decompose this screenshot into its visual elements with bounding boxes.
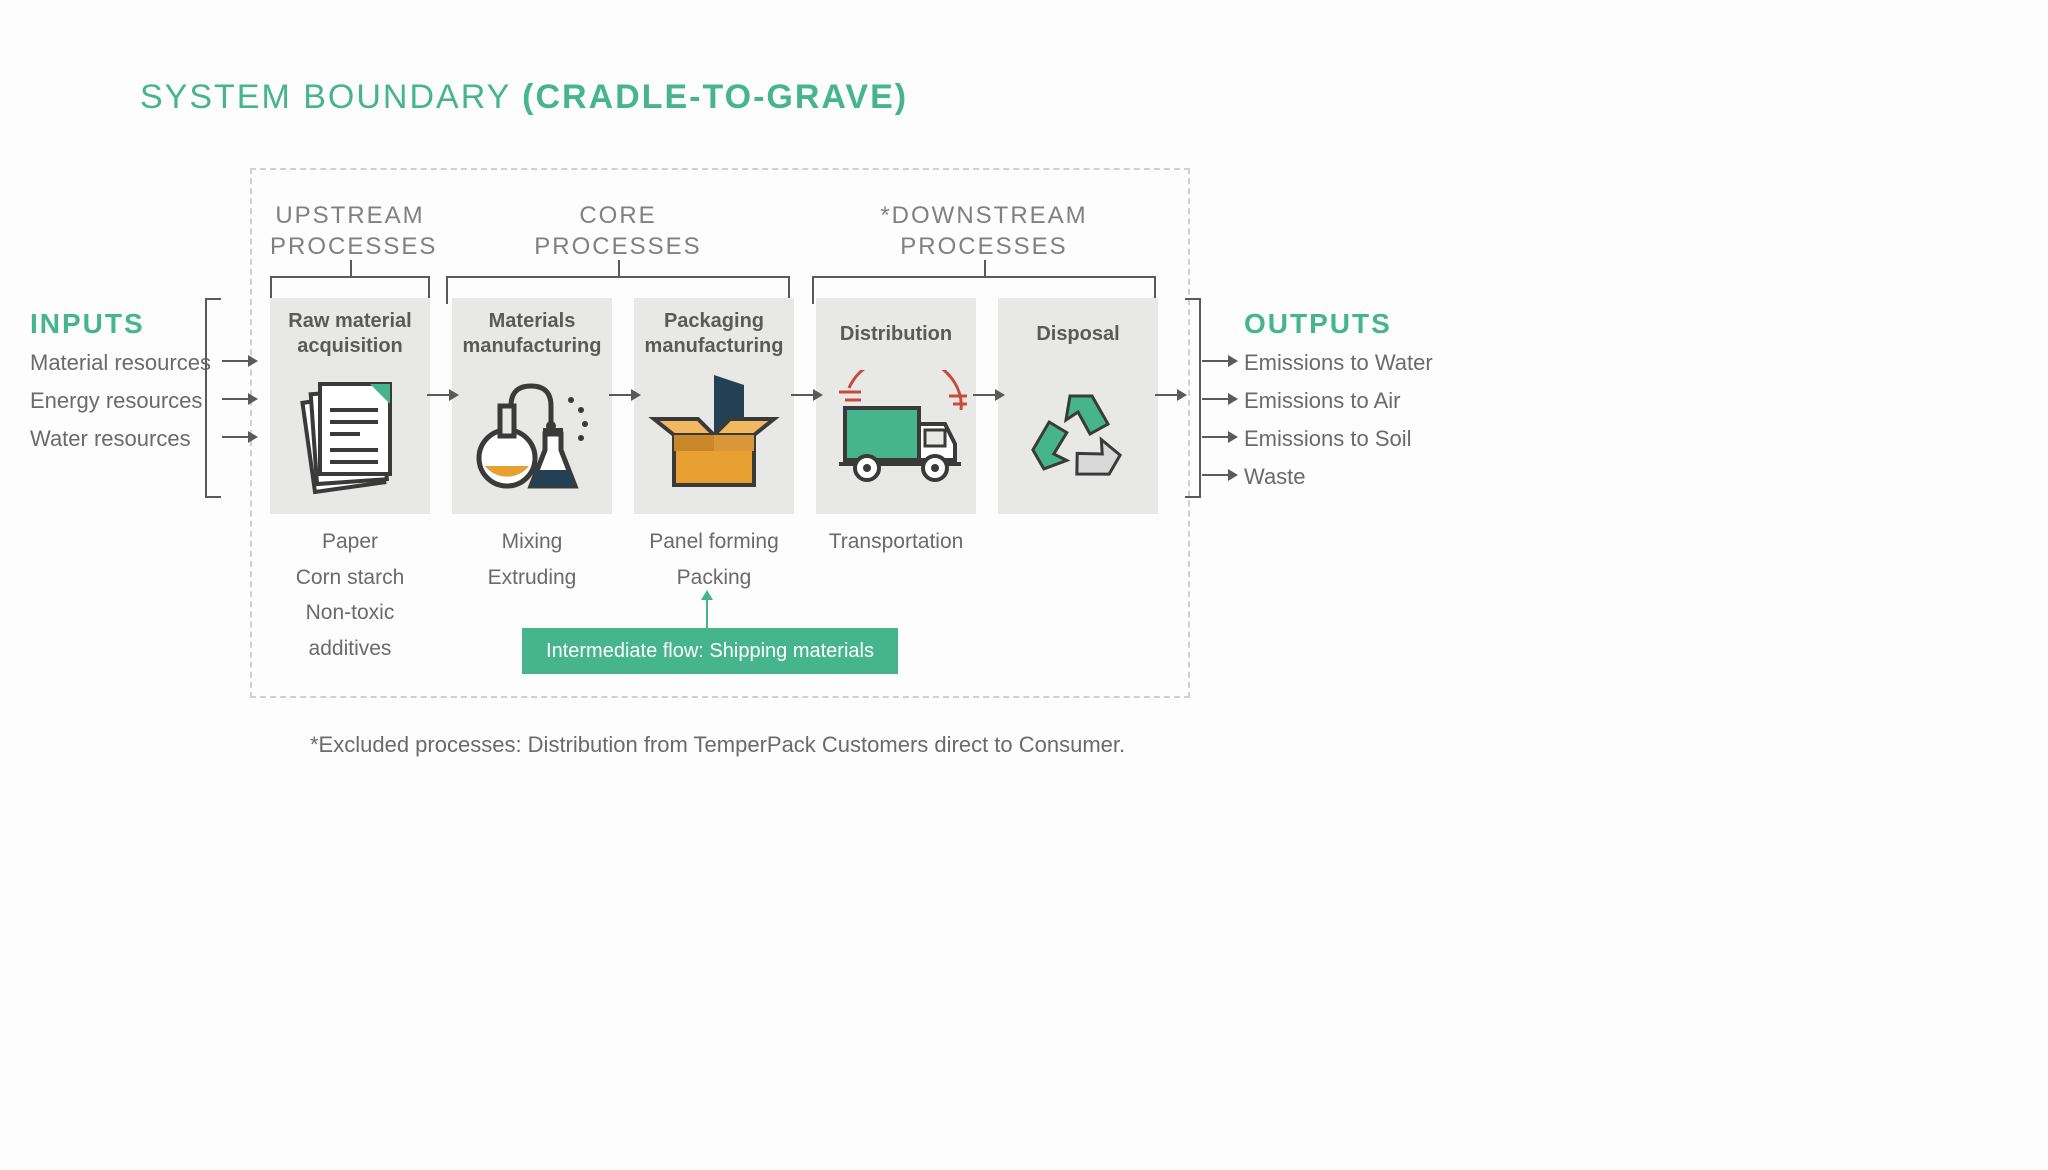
box-icon	[634, 360, 794, 510]
papers-icon	[270, 360, 430, 510]
intermediate-flow-box: Intermediate flow: Shipping materials	[522, 628, 898, 674]
output-arrow-icon	[1202, 436, 1236, 438]
flow-arrow-icon	[791, 394, 821, 396]
outputs-bracket	[1185, 298, 1201, 498]
output-item: Emissions to Soil	[1244, 426, 1412, 452]
outputs-heading: OUTPUTS	[1244, 308, 1392, 340]
output-arrow-icon	[1202, 474, 1236, 476]
diagram-title: SYSTEM BOUNDARY (CRADLE-TO-GRAVE)	[140, 78, 908, 117]
stage-title: Disposal	[998, 308, 1158, 360]
output-item: Emissions to Air	[1244, 388, 1401, 414]
intermediate-arrow-icon	[706, 592, 708, 628]
flow-arrow-icon	[973, 394, 1003, 396]
flasks-icon	[452, 360, 612, 510]
sub-item: Mixing	[452, 524, 612, 560]
stage-raw-material: Raw material acquisition	[270, 298, 430, 514]
input-arrow-icon	[222, 360, 256, 362]
recycle-icon	[998, 360, 1158, 510]
input-item: Material resources	[30, 350, 211, 376]
stage-materials-mfg: Materials manufacturing	[452, 298, 612, 514]
section-label-upstream: UPSTREAM PROCESSES	[270, 200, 430, 262]
flow-arrow-icon	[1155, 394, 1185, 396]
sub-item: Non-toxic additives	[270, 595, 430, 666]
section-text: *DOWNSTREAM PROCESSES	[880, 202, 1087, 260]
input-item: Water resources	[30, 426, 191, 452]
section-text: UPSTREAM PROCESSES	[270, 202, 437, 260]
title-prefix: SYSTEM BOUNDARY	[140, 78, 522, 116]
inputs-heading: INPUTS	[30, 308, 145, 340]
flow-arrow-icon	[609, 394, 639, 396]
stage-title: Raw material acquisition	[270, 308, 430, 360]
sub-item: Transportation	[816, 524, 976, 560]
section-label-downstream: *DOWNSTREAM PROCESSES	[812, 200, 1156, 262]
stage-title: Distribution	[816, 308, 976, 360]
section-text: CORE PROCESSES	[534, 202, 701, 260]
output-arrow-icon	[1202, 398, 1236, 400]
title-bold: (CRADLE-TO-GRAVE)	[522, 78, 908, 116]
input-arrow-icon	[222, 398, 256, 400]
sub-item: Corn starch	[270, 560, 430, 596]
stage-distribution: Distribution	[816, 298, 976, 514]
stage-title: Materials manufacturing	[452, 308, 612, 360]
stage-sub: Panel forming Packing	[634, 524, 794, 595]
sub-item: Extruding	[452, 560, 612, 596]
footnote-text: *Excluded processes: Distribution from T…	[310, 732, 1125, 758]
truck-icon	[816, 360, 976, 510]
stage-disposal: Disposal	[998, 298, 1158, 514]
section-label-core: CORE PROCESSES	[446, 200, 790, 262]
sub-item: Packing	[634, 560, 794, 596]
sub-item: Panel forming	[634, 524, 794, 560]
stage-sub: Transportation	[816, 524, 976, 560]
stage-title: Packaging manufacturing	[634, 308, 794, 360]
input-arrow-icon	[222, 436, 256, 438]
output-arrow-icon	[1202, 360, 1236, 362]
inputs-bracket	[205, 298, 221, 498]
sub-item: Paper	[270, 524, 430, 560]
stage-packaging-mfg: Packaging manufacturing	[634, 298, 794, 514]
output-item: Waste	[1244, 464, 1306, 490]
stage-sub: Paper Corn starch Non-toxic additives	[270, 524, 430, 667]
output-item: Emissions to Water	[1244, 350, 1433, 376]
stage-sub: Mixing Extruding	[452, 524, 612, 595]
input-item: Energy resources	[30, 388, 202, 414]
flow-arrow-icon	[427, 394, 457, 396]
